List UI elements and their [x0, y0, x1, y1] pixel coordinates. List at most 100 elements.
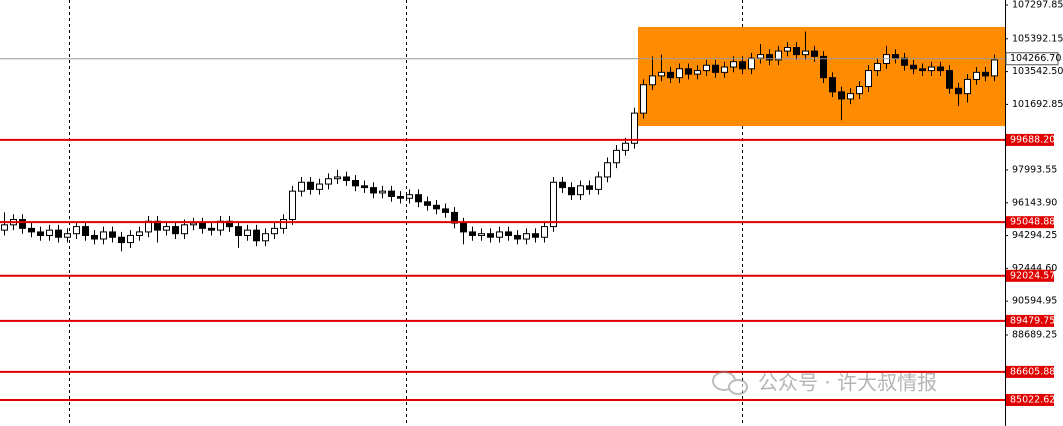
candle-body [289, 190, 296, 221]
candle-body [496, 231, 503, 238]
candle-body [100, 231, 107, 240]
y-tick-label: 103542.50 [1012, 66, 1063, 77]
candle-body [19, 219, 26, 229]
level-box [1006, 216, 1054, 229]
time-grid [69, 0, 743, 426]
candle-body [757, 54, 764, 59]
candle-body [775, 50, 782, 61]
candle-body [91, 234, 98, 240]
candle-body [649, 75, 656, 86]
candle-body [748, 57, 755, 70]
watermark-text: 公众号 · 许大叔情报 [758, 371, 937, 395]
candle-body [739, 61, 746, 70]
y-tick-label: 90594.95 [1012, 296, 1057, 307]
candle-body [523, 233, 530, 240]
candle-body [370, 187, 377, 194]
candle-body [298, 181, 305, 192]
candle-body [46, 229, 53, 236]
candle-body [253, 229, 260, 242]
y-tick-label: 94294.25 [1012, 230, 1057, 241]
candle-body [424, 201, 431, 206]
candle-body [973, 71, 980, 80]
candle-body [406, 194, 413, 199]
candle-body [676, 68, 683, 79]
level-label: 99688.20 [1010, 134, 1055, 145]
level-label: 86605.88 [1010, 366, 1055, 377]
candle-body [847, 93, 854, 100]
level-label: 95048.88 [1010, 217, 1055, 228]
candle-body [1, 224, 8, 231]
candle-body [442, 208, 449, 213]
y-tick-label: 97993.55 [1012, 164, 1057, 175]
candle-body [919, 68, 926, 72]
level-label: 89479.75 [1010, 315, 1055, 326]
candle-body [865, 70, 872, 88]
candle-body [127, 234, 134, 244]
candle-body [631, 112, 638, 144]
candle-body [55, 229, 62, 238]
candle-body [559, 181, 566, 189]
candle-body [28, 227, 35, 233]
candle-body [190, 222, 197, 226]
level-label: 85022.62 [1010, 394, 1055, 405]
candle-body [703, 64, 710, 72]
candle-body [892, 54, 899, 59]
candle-body [694, 70, 701, 75]
candle-body [811, 50, 818, 57]
candle-body [379, 190, 386, 194]
y-tick-label: 107297.85 [1012, 0, 1063, 11]
y-tick-label: 101692.85 [1012, 99, 1063, 110]
candle-body [712, 64, 719, 73]
candle-body [793, 47, 800, 56]
candle-body [64, 233, 71, 238]
candle-body [397, 195, 404, 199]
candle-body [514, 234, 521, 240]
candle-body [982, 71, 989, 77]
watermark: 公众号 · 许大叔情报 [712, 371, 937, 395]
candle-body [604, 162, 611, 178]
candle-body [352, 179, 359, 187]
candle-body [946, 70, 953, 89]
candle-body [577, 185, 584, 196]
level-box [1006, 133, 1054, 146]
last-price-box [1005, 52, 1059, 66]
candle-body [640, 84, 647, 114]
level-label: 92024.57 [1010, 270, 1055, 281]
candle-body [766, 54, 773, 61]
candle-body [163, 226, 170, 231]
candle-body [910, 64, 917, 70]
candle-body [415, 194, 422, 203]
candle-body [829, 77, 836, 93]
level-box [1006, 393, 1054, 406]
candle-body [622, 142, 629, 151]
candle-body [199, 222, 206, 229]
level-box [1006, 365, 1054, 378]
candle-body [901, 57, 908, 66]
candle-body [433, 204, 440, 210]
candle-body [235, 226, 242, 236]
y-tick-label: 96143.90 [1012, 197, 1057, 208]
candle-body [856, 86, 863, 95]
candle-body [37, 231, 44, 236]
candle-body [487, 233, 494, 238]
candle-body [505, 231, 512, 236]
candle-body [928, 66, 935, 72]
y-tick-label: 88689.25 [1012, 329, 1057, 340]
candle-body [595, 176, 602, 190]
candle-body [568, 187, 575, 196]
candle-body [325, 178, 332, 185]
candle-body [667, 71, 674, 79]
candle-body [280, 219, 287, 229]
candle-body [136, 231, 143, 236]
candle-body [271, 227, 278, 235]
y-tick-label: 92444.60 [1012, 263, 1057, 274]
candle-body [541, 226, 548, 238]
candle-body [181, 224, 188, 235]
candle-body [208, 227, 215, 231]
candle-body [838, 91, 845, 100]
candle-body [307, 181, 314, 190]
candle-body [820, 55, 827, 79]
candle-body [334, 176, 341, 180]
candle-body [955, 87, 962, 95]
